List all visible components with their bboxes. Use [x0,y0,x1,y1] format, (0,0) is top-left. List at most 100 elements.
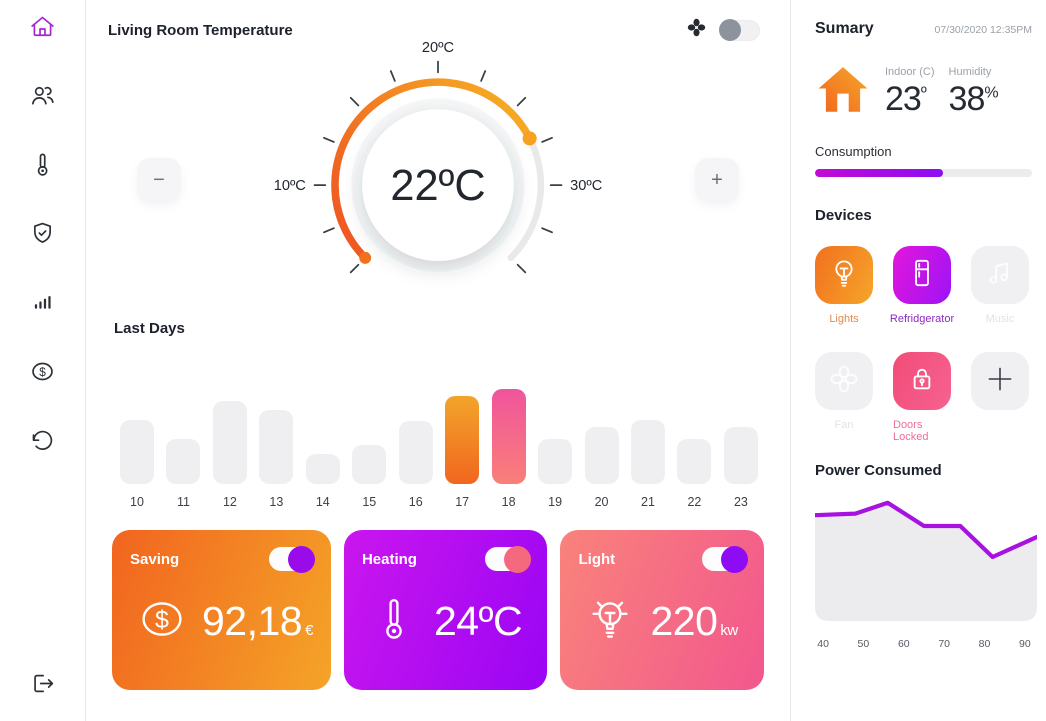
logout-button[interactable] [29,671,57,699]
device-fan[interactable]: Fan [815,352,873,432]
sidebar-item-thermostat[interactable] [29,152,57,180]
sidebar-item-history[interactable] [29,428,57,456]
page-title: Living Room Temperature [108,21,293,39]
saving-toggle-knob [287,545,315,573]
device-doors-locked[interactable]: Doors Locked [893,352,951,443]
bar-hour-12[interactable]: 12 [212,401,247,509]
main-panel: Living Room Temperature − [86,0,790,721]
bar-hour-11[interactable]: 11 [166,439,201,509]
bar-hour-10[interactable]: 10 [120,420,154,509]
sidebar-item-security[interactable] [29,221,57,249]
bar-hour-17[interactable]: 17 [445,396,480,509]
dollar-coin-icon: $ [29,358,56,388]
light-bulb-icon [586,595,634,648]
light-card: Light 220 kw [560,530,765,690]
thermometer-icon [29,151,56,181]
increase-temp-button[interactable]: + [695,158,739,202]
sidebar-item-users[interactable] [29,83,57,111]
heating-toggle[interactable] [485,545,532,573]
saving-card-label: Saving [130,550,180,568]
svg-text:$: $ [39,365,46,379]
power-x-tick: 40 [817,638,829,650]
thermostat-dial[interactable]: 20ºC 10ºC 30ºC 22ºC [243,40,633,318]
saving-card: Saving $ 92,18 € [112,530,331,690]
bar-label: 23 [733,495,748,509]
power-chart-line [812,500,1040,560]
dollar-coin-icon: $ [138,595,186,648]
dial-right-label: 30ºC [570,178,602,194]
bar [491,389,526,484]
add-device-button[interactable] [971,352,1029,432]
device-label: Fan [834,419,854,431]
device-refridgerator[interactable]: Refridgerator [889,246,955,326]
light-toggle-knob [721,545,749,573]
bar-hour-14[interactable]: 14 [305,454,340,509]
bar-label: 17 [455,495,470,509]
power-x-tick: 90 [1019,638,1031,650]
light-value: 220 kw [650,598,738,644]
bar [166,439,201,484]
indoor-value: 23 [885,80,922,118]
plus-icon [983,362,1017,401]
humidity-stat: Humidity 38% [948,66,999,119]
bar-hour-16[interactable]: 16 [398,421,433,509]
heating-value: 24ºC [433,598,523,644]
svg-text:$: $ [155,606,169,634]
bar-label: 14 [315,495,330,509]
bar [259,410,294,484]
bar-label: 21 [641,495,655,509]
sidebar-item-home[interactable] [29,14,57,42]
dial-arc-end-dot[interactable] [522,131,537,146]
sidebar-item-billing[interactable]: $ [29,359,57,387]
bar-hour-15[interactable]: 15 [352,445,387,509]
device-label: Refridgerator [889,313,955,325]
bar-label: 22 [687,495,702,509]
bar-label: 12 [222,495,237,509]
house-icon [815,62,871,123]
saving-toggle[interactable] [268,545,315,573]
light-card-label: Light [578,550,616,568]
dial-top-label: 20ºC [422,42,454,56]
device-label: Doors Locked [893,419,929,443]
indoor-unit: º [920,84,927,102]
fan-toggle-knob [719,19,741,41]
power-x-tick: 50 [857,638,870,650]
bar-hour-18[interactable]: 18 [491,389,526,509]
quick-cards: Saving $ 92,18 € Heating [112,530,765,690]
bar-label: 18 [501,495,516,509]
bar-hour-13[interactable]: 13 [259,410,294,509]
humidity-label: Humidity [948,66,992,78]
bar-label: 19 [548,495,563,509]
device-lights[interactable]: Lights [815,246,873,326]
bar-hour-22[interactable]: 22 [677,439,712,509]
summary-title: Sumary [815,20,874,37]
bar-hour-20[interactable]: 20 [584,427,619,509]
fan-icon [685,16,708,44]
humidity-unit: % [984,84,998,102]
bar-hour-23[interactable]: 23 [723,427,758,509]
light-toggle[interactable] [702,545,749,573]
bar [677,439,712,484]
bar [398,421,433,484]
fan-toggle[interactable] [719,19,760,41]
bar-label: 15 [362,495,377,509]
bar-label: 13 [269,495,284,509]
bar [352,445,387,484]
thermometer-icon [370,595,418,648]
device-music[interactable]: Music [971,246,1029,326]
bar-label: 10 [130,495,144,509]
saving-unit: € [305,622,313,639]
sidebar-item-stats[interactable] [29,290,57,318]
bar-hour-21[interactable]: 21 [630,420,665,509]
bar [723,427,758,484]
bar-hour-19[interactable]: 19 [538,439,573,509]
power-consumed-chart: 40 50 60 70 80 90 [812,495,1040,652]
bar [212,401,247,484]
bar-label: 16 [408,495,423,509]
dial-ticks [313,60,563,274]
decrease-temp-button[interactable]: − [137,158,181,202]
shield-check-icon [29,220,56,250]
dial-face [362,109,514,261]
bar [445,396,480,484]
